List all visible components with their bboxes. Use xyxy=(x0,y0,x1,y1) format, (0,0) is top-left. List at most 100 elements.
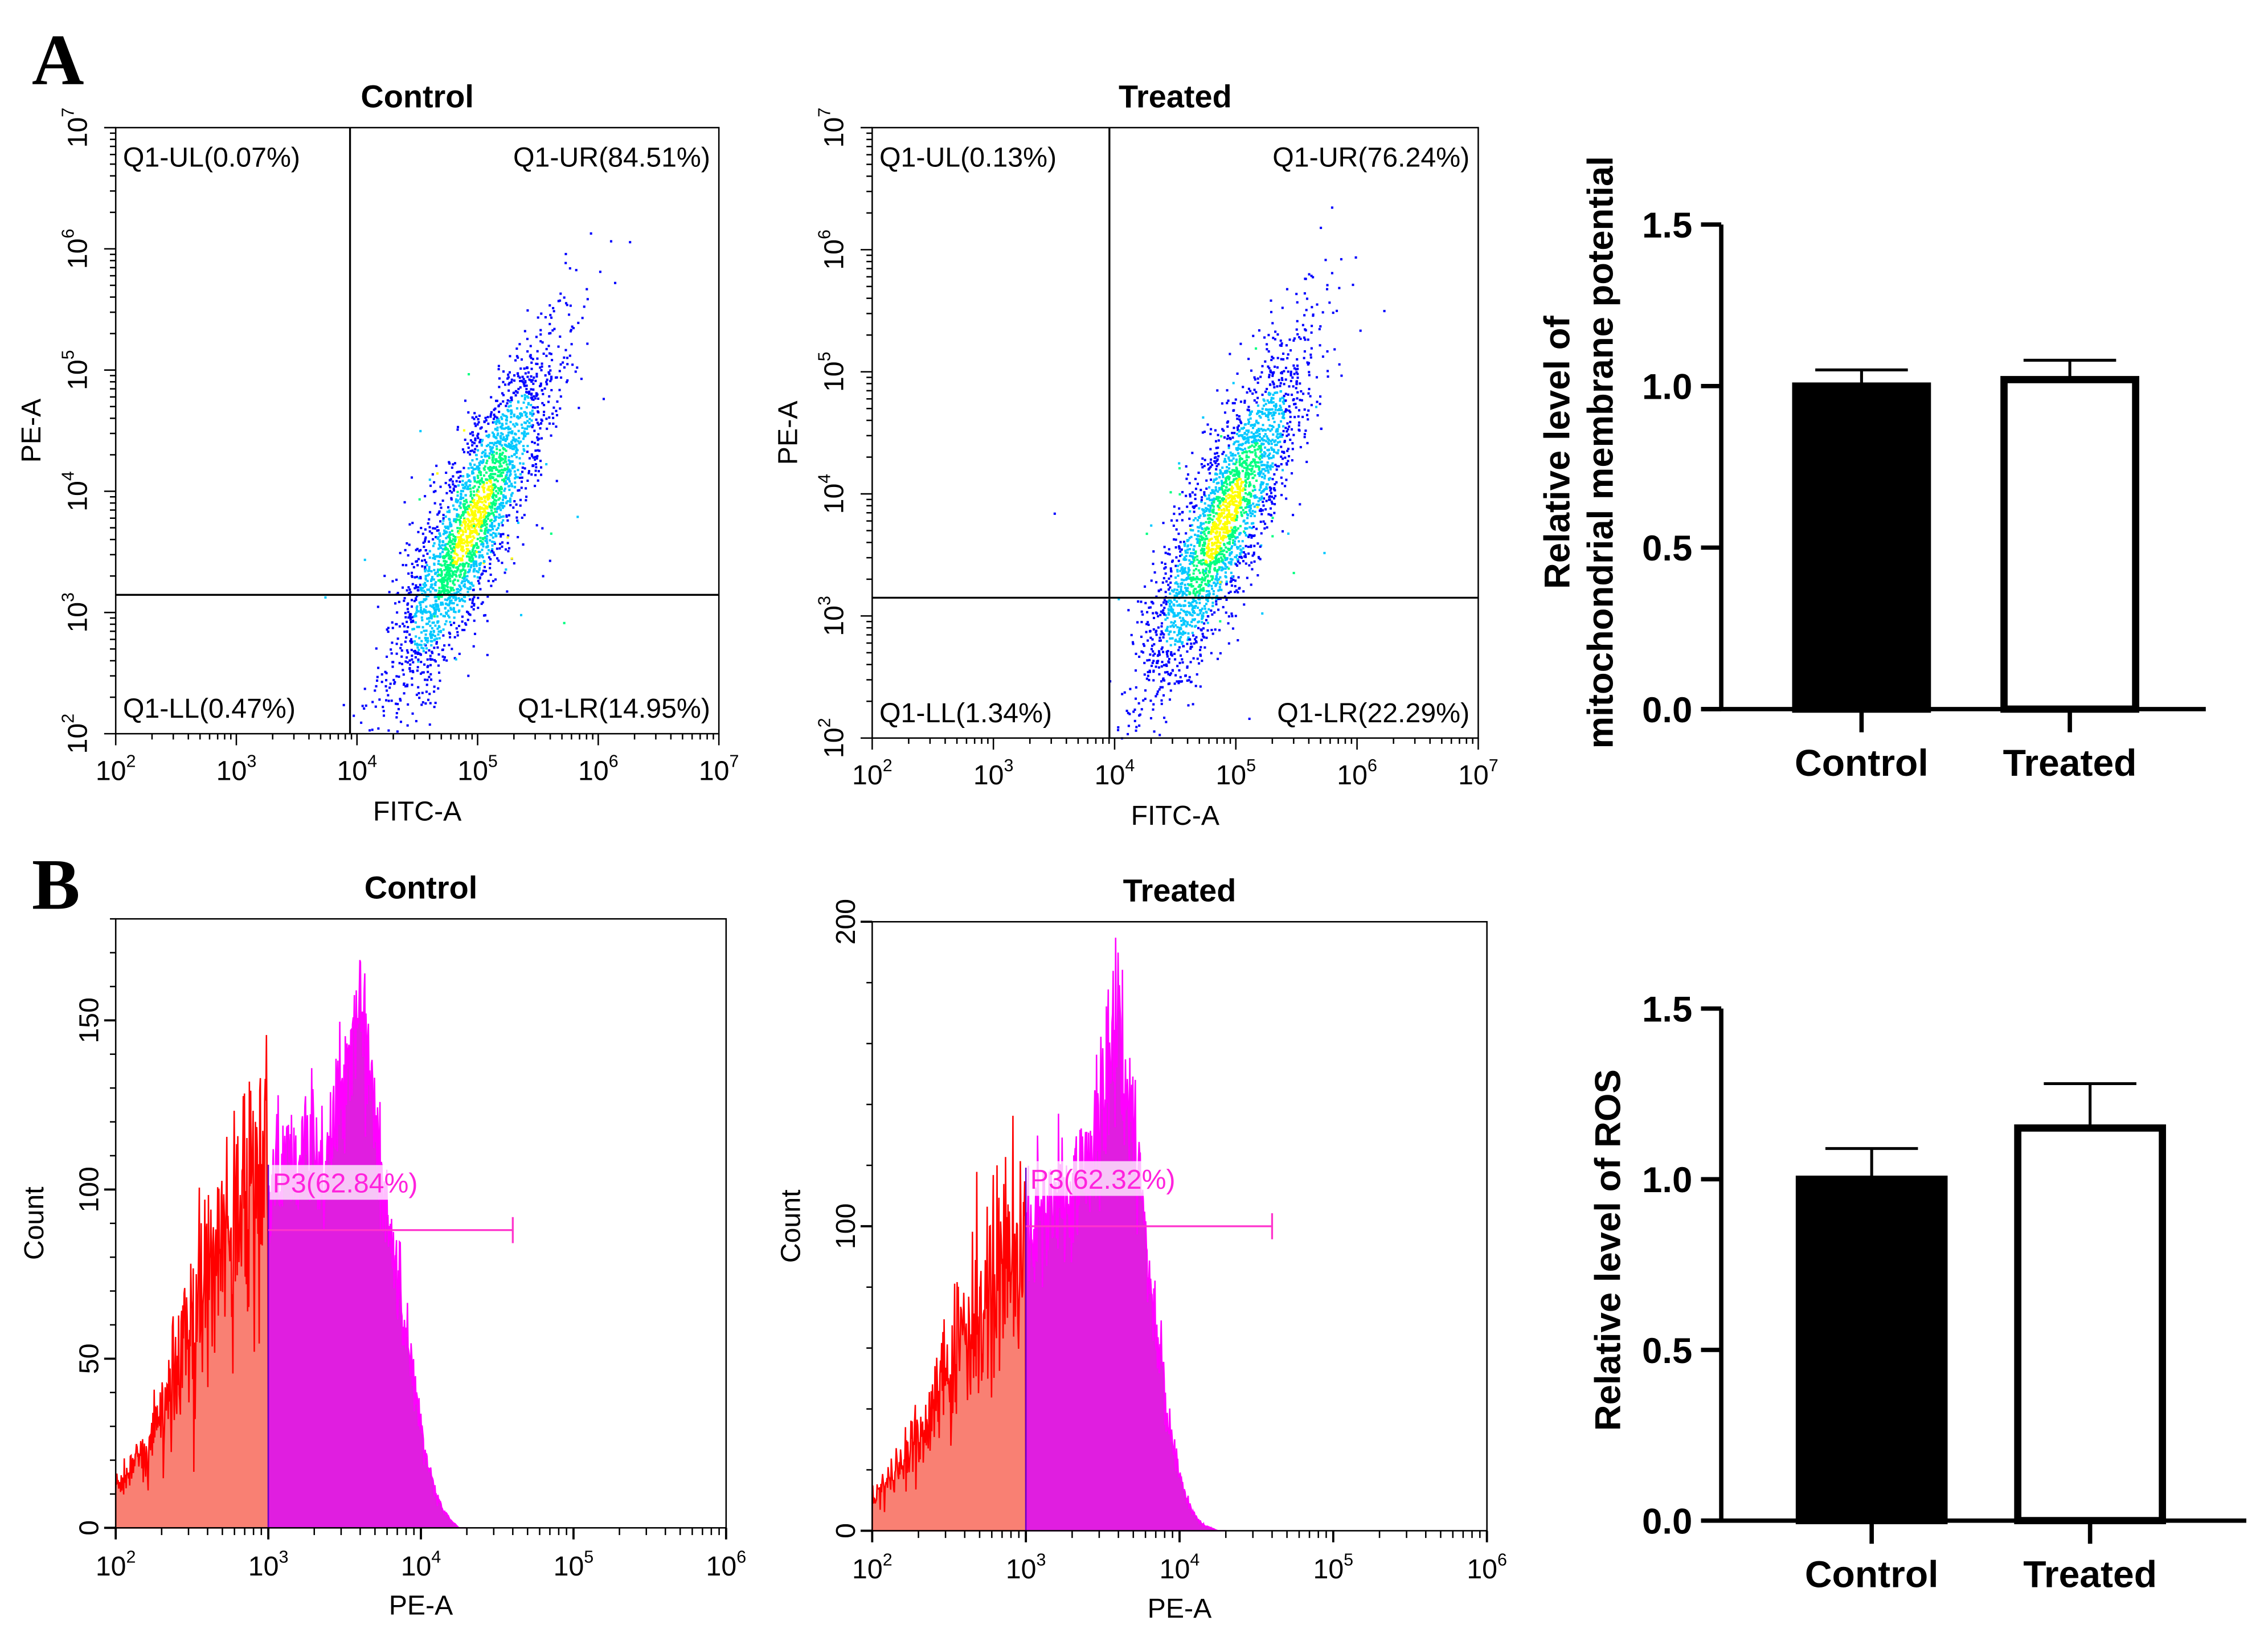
scatter-point xyxy=(1171,654,1174,657)
scatter-point xyxy=(1244,506,1247,509)
scatter-point xyxy=(1169,575,1173,578)
scatter-point xyxy=(438,541,441,543)
scatter-point xyxy=(496,420,498,423)
scatter-point xyxy=(1243,466,1246,469)
scatter-point xyxy=(441,499,444,502)
scatter-point xyxy=(407,572,410,575)
scatter-point xyxy=(1211,492,1214,494)
scatter-point xyxy=(415,595,418,598)
scatter-point xyxy=(478,518,481,521)
scatter-point xyxy=(1227,530,1230,533)
scatter-point xyxy=(428,569,431,572)
scatter-point xyxy=(1258,329,1260,332)
scatter-point xyxy=(468,534,471,538)
scatter-point xyxy=(1117,729,1120,731)
scatter-point xyxy=(1152,660,1155,662)
scatter-point xyxy=(1241,469,1244,472)
scatter-point xyxy=(540,312,543,315)
scatter-point xyxy=(1216,582,1219,584)
scatter-point xyxy=(498,489,501,492)
scatter-point xyxy=(1184,542,1186,545)
y-tick-label: 104 xyxy=(59,471,93,511)
scatter-point xyxy=(1194,638,1197,641)
scatter-point xyxy=(1260,428,1263,431)
scatter-point xyxy=(535,466,538,469)
scatter-point xyxy=(455,521,457,523)
scatter-point xyxy=(1203,548,1206,551)
scatter-point xyxy=(1237,492,1240,495)
scatter-point xyxy=(1226,514,1229,517)
scatter-point xyxy=(1260,497,1264,500)
scatter-point xyxy=(473,560,476,563)
scatter-point xyxy=(1259,445,1262,448)
scatter-point xyxy=(429,631,432,633)
scatter-point xyxy=(505,427,507,429)
scatter-point xyxy=(448,563,451,567)
scatter-point xyxy=(470,508,473,511)
scatter-point xyxy=(427,640,429,643)
scatter-point xyxy=(1253,424,1256,427)
scatter-point xyxy=(478,554,481,557)
scatter-point xyxy=(1185,625,1188,628)
scatter-point xyxy=(528,390,531,393)
scatter-point xyxy=(429,635,432,637)
scatter-point xyxy=(449,564,452,567)
scatter-point xyxy=(409,640,412,643)
scatter-point xyxy=(473,504,477,506)
scatter-point xyxy=(1193,558,1196,561)
scatter-point xyxy=(1237,424,1240,427)
scatter-point xyxy=(1242,590,1245,593)
scatter-point xyxy=(1225,498,1227,501)
scatter-point xyxy=(1174,624,1177,627)
scatter-point xyxy=(551,359,554,362)
scatter-point xyxy=(531,414,534,417)
scatter-point xyxy=(443,555,445,558)
scatter-point xyxy=(1156,612,1158,615)
scatter-point xyxy=(536,421,539,424)
scatter-point xyxy=(1272,401,1275,404)
scatter-point xyxy=(505,404,507,407)
scatter-point xyxy=(473,523,476,526)
scatter-point xyxy=(473,490,476,493)
scatter-point xyxy=(490,396,493,399)
scatter-point xyxy=(404,660,407,663)
scatter-point xyxy=(493,498,496,501)
scatter-point xyxy=(1250,545,1252,549)
scatter-point xyxy=(1266,399,1269,402)
scatter-point xyxy=(414,652,417,654)
scatter-point xyxy=(470,582,473,584)
scatter-point xyxy=(492,514,496,517)
scatter-point xyxy=(507,425,510,428)
scatter-point xyxy=(1199,532,1202,535)
scatter-point xyxy=(419,586,422,589)
scatter-point xyxy=(1157,615,1160,617)
scatter-point xyxy=(423,586,426,588)
scatter-point xyxy=(462,599,465,602)
scatter-point xyxy=(1219,583,1222,586)
scatter-point xyxy=(1336,309,1338,312)
scatter-point xyxy=(1318,328,1321,330)
scatter-point xyxy=(1292,364,1295,367)
scatter-point xyxy=(521,466,524,469)
scatter-point xyxy=(500,490,503,494)
scatter-point xyxy=(441,601,444,604)
scatter-point xyxy=(471,449,474,452)
scatter-point xyxy=(447,566,450,569)
scatter-point xyxy=(1276,430,1279,433)
scatter-point xyxy=(1181,642,1184,645)
scatter-point xyxy=(387,631,390,633)
scatter-point xyxy=(501,423,503,425)
scatter-point xyxy=(411,677,414,680)
scatter-point xyxy=(485,526,488,529)
scatter-point xyxy=(1135,697,1137,700)
scatter-point xyxy=(1260,464,1263,466)
scatter-point xyxy=(564,252,567,256)
scatter-point xyxy=(1236,546,1239,549)
scatter-point xyxy=(1253,534,1256,537)
scatter-point xyxy=(493,508,496,510)
scatter-point xyxy=(516,423,519,426)
scatter-point xyxy=(518,343,521,346)
scatter-point xyxy=(443,592,445,595)
scatter-point xyxy=(1319,403,1321,406)
scatter-point xyxy=(1218,502,1221,505)
